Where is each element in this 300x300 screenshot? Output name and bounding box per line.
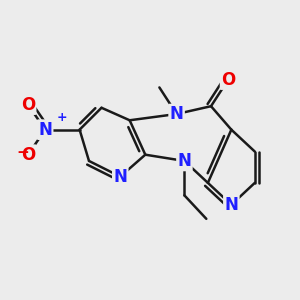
Text: N: N [224, 196, 238, 214]
Text: O: O [21, 146, 35, 164]
Text: O: O [21, 96, 35, 114]
Text: N: N [178, 152, 191, 170]
Text: −: − [16, 145, 29, 160]
Text: N: N [170, 105, 184, 123]
Text: N: N [38, 121, 52, 139]
Text: O: O [221, 70, 235, 88]
Text: N: N [113, 168, 127, 186]
Text: +: + [56, 111, 67, 124]
